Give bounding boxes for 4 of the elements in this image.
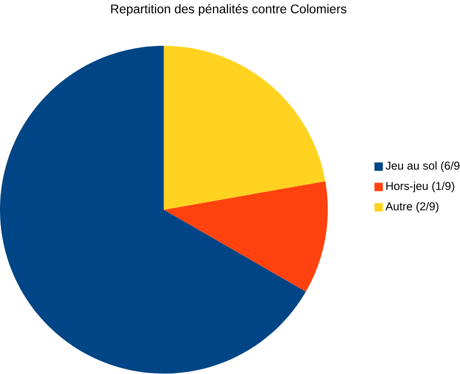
legend-label: Hors-jeu (1/9) xyxy=(386,182,454,192)
chart-title: Repartition des pénalités contre Colomiers xyxy=(111,4,346,16)
legend-label: Jeu au sol (6/9 xyxy=(386,162,460,172)
legend-label: Autre (2/9) xyxy=(385,202,438,213)
